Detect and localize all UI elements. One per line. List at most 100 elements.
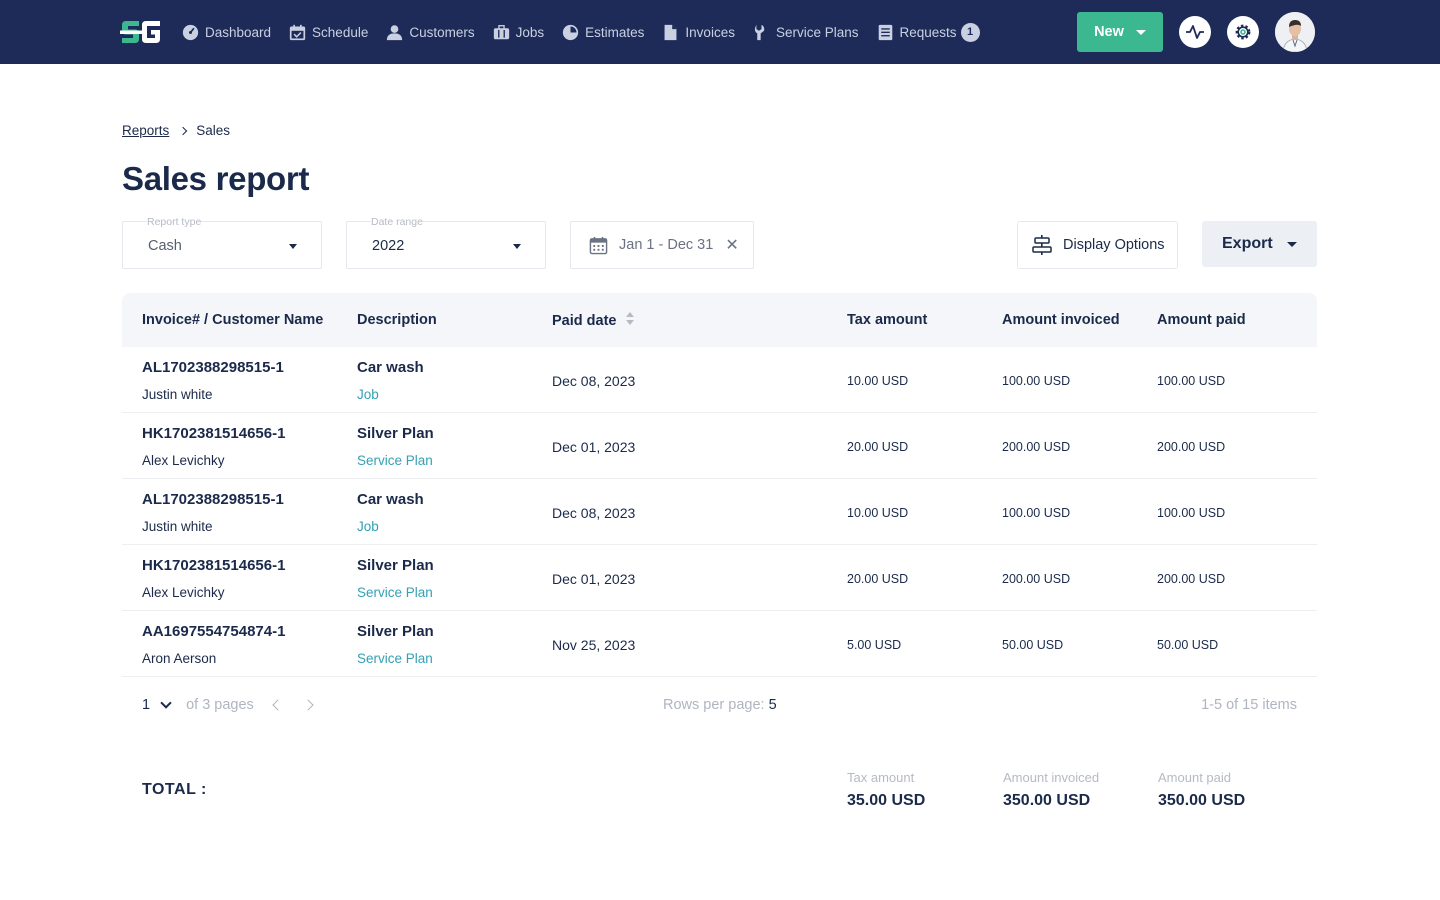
document-icon (664, 24, 677, 40)
current-page[interactable]: 1 (142, 697, 151, 713)
table-row[interactable]: HK1702381514656-1 Alex Levichky Silver P… (122, 413, 1317, 479)
column-header-paid-date-label: Paid date (552, 313, 617, 329)
new-button-label: New (1094, 24, 1124, 40)
column-header-invoice: Invoice# / Customer Name (142, 312, 324, 328)
report-type-value: Cash (148, 238, 182, 254)
amount-paid: 50.00 USD (1157, 638, 1219, 652)
table-row[interactable]: HK1702381514656-1 Alex Levichky Silver P… (122, 545, 1317, 611)
invoice-number[interactable]: HK1702381514656-1 (142, 557, 286, 574)
nav-label: Schedule (312, 24, 369, 40)
chevron-left-icon[interactable] (272, 699, 284, 711)
pagination: 1 of 3 pages (142, 696, 314, 713)
column-header-tax: Tax amount (847, 312, 928, 328)
requests-count-badge: 1 (960, 22, 980, 42)
nav-item-service-plans[interactable]: Service Plans (753, 24, 859, 41)
nav-label: Customers (409, 24, 475, 40)
total-paid-label: Amount paid (1158, 770, 1231, 785)
column-header-invoiced: Amount invoiced (1002, 312, 1120, 328)
item-type-link[interactable]: Service Plan (357, 453, 433, 468)
customer-name: Alex Levichky (142, 585, 225, 600)
description: Silver Plan (357, 425, 434, 442)
calendar-icon (289, 24, 306, 40)
item-type-link[interactable]: Service Plan (357, 585, 433, 600)
amount-paid: 200.00 USD (1157, 572, 1226, 586)
sg-logo[interactable] (120, 20, 162, 44)
activity-button[interactable] (1179, 16, 1211, 48)
pie-chart-icon (562, 24, 579, 40)
table-header: Invoice# / Customer Name Description Pai… (122, 293, 1317, 347)
item-type-link[interactable]: Job (357, 387, 379, 402)
invoice-number[interactable]: HK1702381514656-1 (142, 425, 286, 442)
tax-amount: 10.00 USD (847, 506, 909, 520)
tax-amount: 10.00 USD (847, 374, 909, 388)
export-label: Export (1222, 235, 1273, 252)
page-title: Sales report (122, 160, 310, 197)
nav-item-invoices[interactable]: Invoices (662, 24, 735, 41)
table-row[interactable]: AA1697554754874-1 Aron Aerson Silver Pla… (122, 611, 1317, 677)
invoice-number[interactable]: AL1702388298515-1 (142, 359, 284, 376)
date-range-value: 2022 (372, 238, 405, 254)
nav-item-dashboard[interactable]: Dashboard (182, 24, 271, 41)
close-icon[interactable]: ✕ (725, 237, 739, 254)
nav-item-customers[interactable]: Customers (386, 24, 475, 41)
amount-paid: 100.00 USD (1157, 506, 1226, 520)
nav-item-estimates[interactable]: Estimates (562, 24, 644, 41)
briefcase-icon (493, 24, 509, 39)
table-row[interactable]: AL1702388298515-1 Justin white Car wash … (122, 479, 1317, 545)
sort-icon[interactable] (626, 312, 635, 326)
wrench-icon (754, 24, 765, 40)
settings-button[interactable] (1227, 16, 1259, 48)
date-range-text: Jan 1 - Dec 31 (619, 237, 714, 253)
user-avatar-icon (1275, 12, 1315, 52)
tax-amount: 20.00 USD (847, 440, 909, 454)
total-paid-value: 350.00 USD (1158, 792, 1246, 809)
date-picker-input[interactable]: Jan 1 - Dec 31 ✕ (570, 221, 754, 269)
description: Silver Plan (357, 623, 434, 640)
report-type-select[interactable]: Report type Cash (122, 216, 322, 269)
nav-item-jobs[interactable]: Jobs (493, 24, 545, 41)
amount-invoiced: 100.00 USD (1002, 506, 1071, 520)
column-header-paid: Amount paid (1157, 312, 1246, 328)
items-count: 1-5 of 15 items (1201, 697, 1297, 713)
amount-paid: 100.00 USD (1157, 374, 1226, 388)
avatar[interactable] (1275, 12, 1315, 52)
description: Silver Plan (357, 557, 434, 574)
chevron-right-icon[interactable] (302, 699, 314, 711)
amount-invoiced: 100.00 USD (1002, 374, 1071, 388)
total-invoiced-label: Amount invoiced (1003, 770, 1100, 785)
tax-amount: 20.00 USD (847, 572, 909, 586)
paid-date: Dec 08, 2023 (552, 373, 636, 389)
breadcrumb: Reports Sales (122, 123, 230, 138)
report-type-label: Report type (147, 216, 202, 228)
invoice-number[interactable]: AL1702388298515-1 (142, 491, 284, 508)
column-header-paid-date[interactable]: Paid date (552, 312, 635, 329)
new-button[interactable]: New (1077, 12, 1163, 52)
chevron-down-icon[interactable] (160, 696, 172, 709)
rows-per-page-select[interactable]: 5 (768, 697, 777, 713)
display-options-label: Display Options (1063, 237, 1165, 253)
table-row[interactable]: AL1702388298515-1 Justin white Car wash … (122, 347, 1317, 413)
nav-label: Service Plans (775, 24, 859, 40)
item-type-link[interactable]: Job (357, 519, 379, 534)
nav-label: Jobs (515, 24, 545, 40)
breadcrumb-current: Sales (196, 123, 231, 138)
amount-invoiced: 200.00 USD (1002, 572, 1071, 586)
nav-item-requests[interactable]: Requests 1 (877, 22, 980, 42)
breadcrumb-reports-link[interactable]: Reports (122, 123, 170, 138)
item-type-link[interactable]: Service Plan (357, 651, 433, 666)
customer-name: Justin white (142, 387, 213, 402)
description: Car wash (357, 359, 424, 376)
pulse-icon (1186, 25, 1204, 39)
date-range-select[interactable]: Date range 2022 (346, 216, 546, 269)
nav-item-schedule[interactable]: Schedule (289, 24, 368, 41)
rows-per-page-label: Rows per page: (663, 697, 765, 713)
caret-down-icon (513, 244, 521, 249)
invoice-number[interactable]: AA1697554754874-1 (142, 623, 286, 640)
paid-date: Dec 01, 2023 (552, 571, 636, 587)
amount-invoiced: 200.00 USD (1002, 440, 1071, 454)
export-button[interactable]: Export (1202, 221, 1317, 267)
main-nav: Dashboard Schedule Customers Jobs Estima… (182, 0, 998, 64)
dashboard-icon (182, 24, 199, 40)
display-options-button[interactable]: Display Options (1017, 221, 1178, 269)
list-icon (878, 24, 892, 40)
